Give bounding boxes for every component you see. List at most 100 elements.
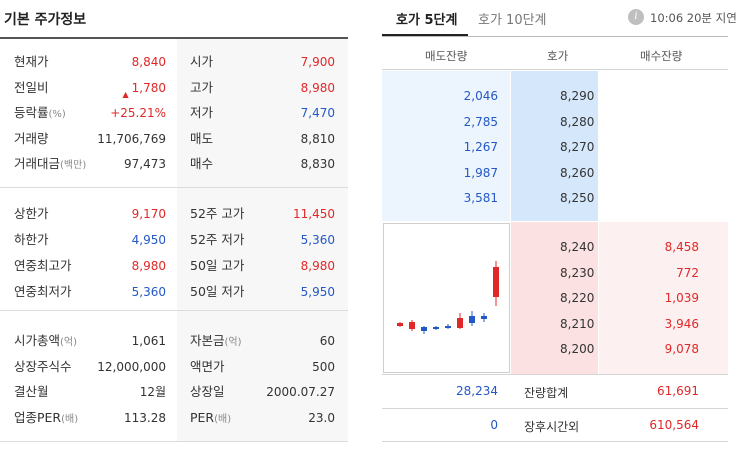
order-price[interactable]: 8,240 [560, 240, 595, 254]
unit-label: (%) [48, 109, 66, 120]
field-label: 저가 [190, 105, 214, 120]
candle-7 [469, 311, 475, 326]
order-price[interactable]: 8,260 [560, 165, 595, 180]
panel-title: 기본 주가정보 [4, 12, 87, 28]
buy-order-row: 8,200 9,078 [382, 336, 728, 361]
after-hours-buy-qty: 610,564 [649, 418, 699, 432]
unit-label: (배) [61, 413, 79, 425]
field-value: +25.21% [110, 106, 166, 120]
candle-6 [457, 313, 463, 329]
buy-order-row: 8,240 8,458 [382, 234, 728, 259]
total-sell-qty: 28,234 [456, 384, 498, 398]
info-row: 거래대금(백만) 97,473 매수 8,830 [0, 151, 348, 176]
buy-order-row: 8,230 772 [382, 260, 728, 285]
buy-qty: 1,039 [664, 291, 699, 305]
field-label: 시가 [190, 54, 214, 69]
order-price[interactable]: 8,290 [560, 89, 595, 103]
info-row: 결산월 12월 상장일 2000.07.27 [0, 379, 348, 404]
active-tab-indicator [382, 34, 468, 37]
candle-9 [493, 261, 499, 306]
section-divider [0, 310, 348, 311]
order-price[interactable]: 8,220 [560, 291, 595, 305]
candle-2 [409, 320, 415, 331]
info-row: 연중최고가 8,980 50일 고가 8,980 [0, 253, 348, 278]
sell-order-row: 8,250 3,581 [382, 185, 728, 210]
info-row: 거래량 11,706,769 매도 8,810 [0, 126, 348, 151]
tab-5-levels[interactable]: 호가 5단계 [396, 13, 458, 28]
after-hours-label: 장후시간외 [524, 420, 580, 434]
field-value: 5,950 [300, 285, 335, 299]
field-label: 연중최고가 [14, 258, 72, 273]
header-buy-qty: 매수잔량 [640, 49, 683, 63]
info-row: 하한가 4,950 52주 저가 5,360 [0, 227, 348, 252]
sell-orders: 8,290 2,046 8,280 2,785 8,270 1,267 8,260 1,987… [382, 71, 728, 221]
field-value: 8,810 [300, 131, 335, 146]
field-value: 8,980 [300, 259, 335, 273]
info-row: 현재가 8,840 시가 7,900 [0, 49, 348, 74]
total-buy-qty: 61,691 [657, 384, 699, 398]
field-value: 1,061 [131, 334, 166, 348]
order-price[interactable]: 8,210 [560, 316, 595, 331]
field-label: 매도 [190, 130, 214, 146]
field-value: 8,980 [300, 80, 335, 95]
order-price[interactable]: 8,200 [560, 342, 595, 356]
info-row: 등락률(%) +25.21% 저가 7,470 [0, 100, 348, 125]
field-label: 상장일 [190, 384, 225, 399]
info-row: 상장주식수 12,000,000 액면가 500 [0, 354, 348, 379]
field-label: 52주 고가 [190, 206, 245, 221]
candle-4 [433, 326, 439, 330]
field-value: 7,900 [300, 55, 335, 69]
candlestick-svg [397, 261, 499, 334]
buy-order-row: 8,220 1,039 [382, 285, 728, 310]
field-value: 8,840 [131, 55, 166, 69]
field-value: 12월 [139, 385, 166, 399]
field-value: 7,470 [300, 106, 335, 120]
field-value: 5,360 [300, 233, 335, 247]
orderbook-header: 매도잔량 호가 매수잔량 [382, 40, 728, 70]
field-label: 등락률(%) [14, 105, 66, 120]
candle-3 [421, 326, 427, 334]
sell-qty: 1,987 [463, 165, 498, 180]
unit-label: (배) [214, 413, 232, 425]
field-label: 업종PER(배) [14, 409, 79, 425]
sell-order-row: 8,290 2,046 [382, 83, 728, 108]
buy-qty: 772 [676, 265, 699, 280]
buy-qty: 8,458 [664, 240, 699, 254]
sell-qty: 1,267 [463, 140, 498, 154]
field-value: 500 [312, 359, 335, 374]
field-value: 97,473 [124, 157, 166, 171]
unit-label: (억) [60, 337, 78, 348]
field-label: 52주 저가 [190, 232, 245, 247]
field-label: 시가총액(억) [14, 333, 78, 348]
field-value: 9,170 [131, 207, 166, 221]
buy-qty: 9,078 [664, 342, 699, 356]
info-icon[interactable]: i [628, 9, 644, 25]
field-label: 자본금(억) [190, 333, 242, 348]
field-value: 60 [319, 334, 335, 348]
order-price[interactable]: 8,280 [560, 114, 595, 129]
field-label: 결산월 [14, 384, 49, 399]
field-value: 11,706,769 [97, 131, 166, 146]
info-row: 전일비 ▲ 1,780 고가 8,980 [0, 75, 348, 100]
field-value: 2000.07.27 [266, 385, 335, 399]
info-row: 상한가 9,170 52주 고가 11,450 [0, 201, 348, 226]
order-price[interactable]: 8,270 [560, 140, 595, 154]
sell-qty: 2,046 [463, 89, 498, 103]
order-price[interactable]: 8,250 [560, 191, 595, 205]
field-label: 전일비 [14, 79, 49, 95]
sell-qty: 2,785 [463, 114, 498, 129]
field-label: 50일 고가 [190, 258, 245, 273]
info-row: 시가총액(억) 1,061 자본금(억) 60 [0, 328, 348, 353]
mini-candlestick-chart [383, 223, 510, 373]
candle-8 [481, 313, 487, 322]
info-row: 연중최저가 5,360 50일 저가 5,950 [0, 279, 348, 304]
header-sell-qty: 매도잔량 [425, 49, 468, 63]
tab-10-levels[interactable]: 호가 10단계 [478, 13, 547, 28]
header-price: 호가 [547, 49, 569, 63]
order-price[interactable]: 8,230 [560, 265, 595, 280]
range-info-section: 상한가 9,170 52주 고가 11,450 하한가 4,950 52주 저가 5,360 연… [0, 188, 348, 310]
field-value: 23.0 [308, 410, 335, 425]
field-value: 113.28 [124, 410, 166, 425]
field-value: 8,980 [131, 259, 166, 273]
field-label: 현재가 [14, 54, 49, 69]
